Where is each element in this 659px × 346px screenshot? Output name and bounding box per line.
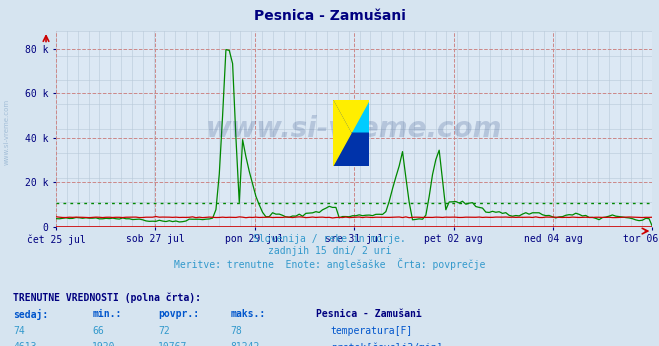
Text: povpr.:: povpr.: — [158, 309, 199, 319]
Text: TRENUTNE VREDNOSTI (polna črta):: TRENUTNE VREDNOSTI (polna črta): — [13, 292, 201, 303]
Text: pretok[čevelj3/min]: pretok[čevelj3/min] — [331, 342, 442, 346]
Text: Pesnica - Zamušani: Pesnica - Zamušani — [254, 9, 405, 22]
Polygon shape — [333, 100, 369, 166]
Polygon shape — [333, 100, 369, 133]
Text: Pesnica - Zamušani: Pesnica - Zamušani — [316, 309, 422, 319]
Text: sedaj:: sedaj: — [13, 309, 48, 320]
Text: 66: 66 — [92, 326, 104, 336]
Text: 81242: 81242 — [231, 342, 260, 346]
Text: www.si-vreme.com: www.si-vreme.com — [3, 98, 9, 165]
Text: 4613: 4613 — [13, 342, 37, 346]
Polygon shape — [333, 100, 369, 166]
Text: www.si-vreme.com: www.si-vreme.com — [206, 115, 502, 143]
Text: Slovenija / reke in morje.: Slovenija / reke in morje. — [253, 234, 406, 244]
Text: temperatura[F]: temperatura[F] — [331, 326, 413, 336]
Text: 10767: 10767 — [158, 342, 188, 346]
Text: Meritve: trenutne  Enote: anglešaške  Črta: povprečje: Meritve: trenutne Enote: anglešaške Črta… — [174, 258, 485, 271]
Polygon shape — [333, 100, 351, 166]
Text: 78: 78 — [231, 326, 243, 336]
Text: maks.:: maks.: — [231, 309, 266, 319]
Text: zadnjih 15 dni/ 2 uri: zadnjih 15 dni/ 2 uri — [268, 246, 391, 256]
Text: min.:: min.: — [92, 309, 122, 319]
Text: 1920: 1920 — [92, 342, 116, 346]
Text: 72: 72 — [158, 326, 170, 336]
Text: 74: 74 — [13, 326, 25, 336]
